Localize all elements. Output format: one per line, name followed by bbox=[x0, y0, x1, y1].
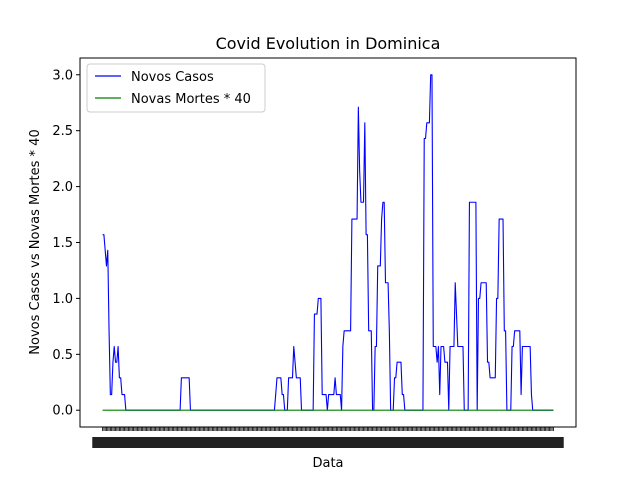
legend: Novos Casos Novas Mortes * 40 bbox=[86, 63, 266, 113]
y-axis-label: Novos Casos vs Novas Mortes * 40 bbox=[28, 129, 43, 354]
series-layer bbox=[102, 74, 554, 411]
y-tick-label: 1.0 bbox=[52, 292, 73, 307]
x-tick-labels bbox=[92, 437, 564, 448]
x-tick-labels-overlap bbox=[92, 437, 564, 448]
series-line-novos-casos bbox=[102, 74, 554, 411]
y-tick-label: 0.0 bbox=[52, 404, 73, 419]
legend-label-novos-casos: Novos Casos bbox=[131, 70, 214, 85]
plot-frame bbox=[79, 57, 577, 428]
x-axis-label: Data bbox=[312, 456, 343, 471]
y-tick-label: 1.5 bbox=[52, 236, 73, 251]
y-tick-label: 2.0 bbox=[52, 180, 73, 195]
plot-background bbox=[80, 58, 576, 427]
y-tick-label: 2.5 bbox=[52, 124, 73, 139]
y-axis-ticks: 0.0 0.5 1.0 1.5 2.0 2.5 3.0 bbox=[52, 68, 80, 419]
x-axis-ticks bbox=[102, 427, 554, 431]
y-tick-label: 0.5 bbox=[52, 348, 73, 363]
legend-box bbox=[86, 63, 266, 113]
chart-title: Covid Evolution in Dominica bbox=[216, 34, 441, 53]
y-tick-label: 3.0 bbox=[52, 68, 73, 83]
plot-area: 0.0 0.5 1.0 1.5 2.0 2.5 3.0 bbox=[52, 57, 577, 431]
legend-label-novas-mortes: Novas Mortes * 40 bbox=[131, 92, 251, 107]
